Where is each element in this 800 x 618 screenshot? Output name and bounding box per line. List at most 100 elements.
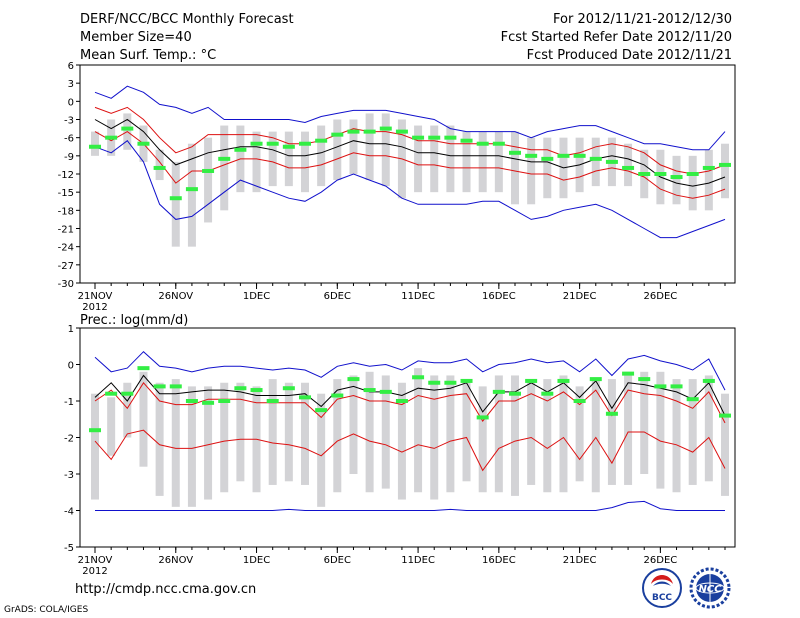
bcc-logo-text: BCC	[652, 593, 672, 603]
box-1-24	[462, 379, 471, 482]
ytick-label-1--4: -4	[64, 507, 74, 518]
median-0-19	[379, 126, 392, 131]
box-1-28	[527, 379, 536, 485]
box-0-38	[688, 155, 697, 211]
series-min-1-4	[95, 500, 725, 511]
median-0-37	[670, 175, 683, 180]
box-1-23	[446, 375, 455, 493]
median-1-14	[299, 395, 311, 400]
chart-title: DERF/NCC/BCC Monthly Forecast	[80, 12, 294, 27]
box-1-40	[721, 393, 729, 496]
box-1-16	[333, 379, 342, 493]
xtick-label-0-6: 26NOV	[158, 291, 193, 302]
box-0-18	[365, 113, 374, 181]
median-1-1	[89, 428, 101, 433]
box-1-25	[478, 386, 487, 493]
box-0-7	[187, 143, 196, 247]
median-0-12	[266, 141, 279, 146]
produced-date: Fcst Produced Date 2012/11/21	[526, 48, 732, 63]
ytick-label-0-6: 6	[68, 61, 74, 72]
ytick-label-0--30: -30	[58, 279, 74, 290]
median-0-35	[638, 172, 651, 176]
box-1-20	[397, 382, 406, 500]
xtick-label-0-1: 21NOV	[78, 291, 113, 302]
ytick-label-0--3: -3	[64, 116, 74, 127]
xtick-year-1: 2012	[82, 566, 107, 577]
box-1-27	[511, 375, 519, 496]
box-1-31	[575, 386, 584, 482]
xtick-label-1-6: 26NOV	[158, 555, 193, 566]
xtick-label-1-16: 6DEC	[324, 555, 351, 566]
refer-date: Fcst Started Refer Date 2012/11/20	[500, 30, 732, 45]
box-1-3	[123, 382, 132, 438]
ytick-label-0--27: -27	[58, 261, 74, 272]
box-0-29	[543, 137, 552, 199]
box-1-2	[107, 397, 116, 456]
box-0-34	[624, 143, 633, 187]
median-0-20	[395, 129, 408, 134]
median-1-29	[541, 391, 554, 396]
median-1-28	[525, 378, 538, 383]
ncc-logo: NCC	[689, 567, 731, 609]
box-1-29	[543, 379, 552, 493]
source-url[interactable]: http://cmdp.ncc.cma.gov.cn	[75, 582, 257, 597]
box-1-26	[494, 375, 503, 493]
box-0-17	[349, 119, 358, 174]
box-1-30	[559, 375, 568, 493]
median-0-18	[363, 129, 376, 134]
xtick-label-1-36: 26DEC	[644, 555, 678, 566]
median-1-8	[202, 400, 215, 405]
series-meansd-1-1	[94, 381, 726, 424]
box-0-26	[494, 131, 503, 193]
median-0-32	[589, 156, 602, 161]
box-1-15	[317, 393, 326, 507]
ytick-label-1--3: -3	[64, 470, 74, 481]
box-1-14	[301, 382, 309, 485]
median-0-13	[282, 144, 295, 149]
box-0-11	[252, 131, 261, 193]
median-0-6	[169, 196, 182, 201]
box-0-25	[478, 131, 487, 193]
median-1-10	[234, 386, 247, 391]
ytick-label-1-1: 1	[68, 324, 74, 335]
ytick-label-1--5: -5	[64, 543, 74, 554]
box-0-9	[220, 125, 229, 211]
box-1-12	[268, 379, 277, 485]
ytick-label-0--18: -18	[58, 206, 74, 217]
ytick-label-1--2: -2	[64, 434, 74, 445]
median-1-30	[557, 378, 570, 383]
median-1-7	[185, 399, 198, 403]
median-1-32	[589, 377, 602, 382]
box-1-7	[187, 386, 196, 507]
median-0-14	[299, 141, 311, 146]
median-1-12	[266, 399, 279, 403]
ytick-label-0--21: -21	[58, 225, 74, 236]
variable-label: Mean Surf. Temp.: °C	[80, 48, 217, 63]
median-0-9	[218, 156, 231, 161]
box-1-21	[414, 368, 423, 493]
xtick-label-1-11: 1DEC	[243, 555, 270, 566]
median-0-7	[185, 187, 198, 192]
median-1-23	[444, 380, 457, 385]
box-1-34	[624, 371, 633, 485]
median-0-4	[137, 141, 150, 146]
box-0-16	[333, 119, 342, 181]
median-0-10	[234, 147, 247, 152]
median-0-28	[525, 153, 538, 158]
box-1-37	[672, 379, 681, 493]
median-1-2	[105, 391, 118, 396]
xtick-year-0: 2012	[82, 302, 107, 313]
box-0-28	[527, 137, 536, 205]
series-meansd-0-1	[94, 106, 726, 175]
median-0-25	[476, 141, 489, 146]
median-0-17	[347, 129, 360, 134]
grads-credit: GrADS: COLA/IGES	[4, 605, 89, 615]
bcc-logo: BCC	[642, 568, 682, 608]
box-1-39	[704, 375, 713, 482]
ytick-label-0--24: -24	[58, 243, 74, 254]
box-1-8	[204, 386, 213, 500]
median-1-6	[169, 384, 182, 389]
box-1-19	[381, 375, 390, 489]
xtick-label-1-1: 21NOV	[78, 555, 113, 566]
